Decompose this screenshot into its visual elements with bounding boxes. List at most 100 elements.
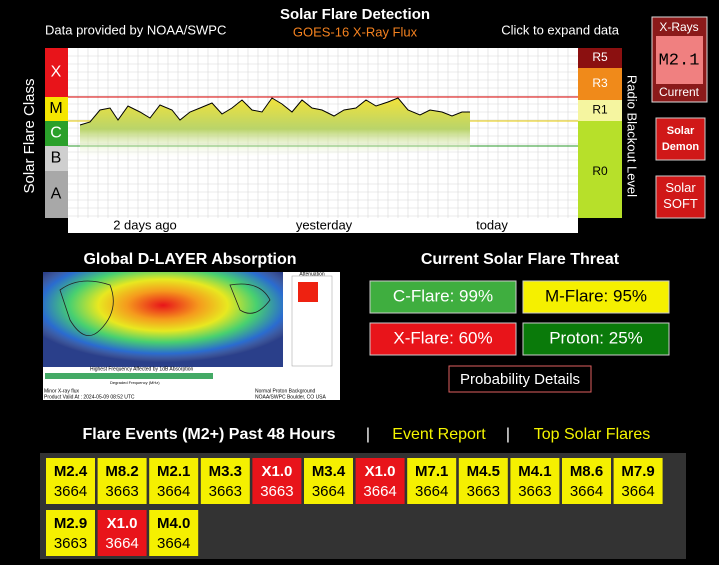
event-region: 3663 — [209, 483, 242, 500]
event-region: 3664 — [54, 483, 87, 500]
event-cell[interactable] — [97, 458, 147, 504]
event-region: 3663 — [518, 483, 551, 500]
event-class: M3.3 — [209, 463, 242, 480]
soft-wrap: Solar SOFT — [663, 180, 698, 211]
event-cell[interactable] — [562, 458, 611, 504]
class-label: B — [51, 150, 62, 167]
class-band — [45, 48, 68, 97]
dlayer-valid: Product Valid At : 2024-05-09 08:52 UTC — [44, 394, 135, 400]
class-label: X — [51, 64, 62, 81]
level-label: R5 — [592, 50, 608, 64]
event-class: M7.1 — [415, 463, 448, 480]
dlayer-proton: Normal Proton Background — [255, 388, 316, 394]
event-region: 3664 — [157, 535, 190, 552]
class-band — [45, 121, 68, 146]
event-class: M4.5 — [467, 463, 500, 480]
event-report-link[interactable]: Event Report — [392, 426, 486, 443]
class-band — [45, 171, 68, 218]
soft-button[interactable] — [655, 175, 706, 219]
current-value: M2.1 — [659, 51, 700, 70]
event-cell[interactable] — [510, 458, 560, 504]
xray-label: X-Rays — [659, 20, 698, 34]
event-cell[interactable] — [407, 458, 457, 504]
event-region: 3663 — [260, 483, 293, 500]
class-label: M — [49, 100, 62, 117]
event-class: X1.0 — [365, 463, 396, 480]
dlayer-credit: NOAA/SWPC Boulder, CO USA — [255, 394, 327, 400]
event-region: 3663 — [54, 535, 87, 552]
event-class: M2.9 — [54, 515, 87, 532]
demon-wrap: Solar Demon — [661, 125, 700, 153]
event-cell[interactable] — [613, 458, 663, 504]
event-cell[interactable] — [97, 510, 147, 556]
hint: Click to expand data — [501, 22, 620, 37]
threat-title: Current Solar Flare Threat — [421, 251, 620, 268]
event-cell[interactable] — [149, 458, 199, 504]
level-label: R0 — [592, 164, 608, 178]
attenuation-bars — [298, 282, 318, 302]
event-region: 3664 — [312, 483, 345, 500]
level-band — [578, 121, 622, 218]
threat-box — [522, 280, 670, 314]
class-label: A — [51, 186, 62, 203]
color-scale — [45, 373, 213, 379]
attenuation-label: Attenuation — [299, 271, 325, 277]
class-label: C — [50, 125, 62, 142]
threat-box — [522, 322, 670, 356]
details-button[interactable] — [448, 365, 592, 393]
event-cell[interactable] — [46, 510, 95, 556]
y-label: Solar Flare Class — [21, 78, 38, 193]
soft-text: Solar SOFT — [663, 180, 698, 211]
event-cell[interactable] — [304, 458, 353, 504]
dlayer-title: Global D-LAYER Absorption — [83, 251, 296, 268]
top-flares-link[interactable]: Top Solar Flares — [534, 426, 651, 443]
flux-line — [79, 97, 470, 126]
events-title: Flare Events (M2+) Past 48 Hours — [83, 426, 336, 443]
event-region: 3664 — [570, 483, 603, 500]
level-band — [578, 68, 622, 100]
threat-text: M-Flare: 95% — [545, 286, 647, 305]
event-region: 3664 — [363, 483, 396, 500]
event-region: 3664 — [157, 483, 190, 500]
x-label: today — [476, 217, 508, 232]
subtitle: GOES-16 X-Ray Flux — [293, 24, 418, 39]
event-class: M4.0 — [157, 515, 190, 532]
event-cell[interactable] — [458, 458, 508, 504]
event-class: M8.2 — [105, 463, 138, 480]
event-class: M3.4 — [312, 463, 346, 480]
event-region: 3664 — [105, 535, 138, 552]
threat-box — [369, 322, 517, 356]
class-band — [45, 97, 68, 121]
current-box — [656, 36, 703, 84]
event-region: 3664 — [415, 483, 448, 500]
class-band — [45, 146, 68, 171]
event-class: M2.1 — [157, 463, 190, 480]
threat-text: C-Flare: 99% — [393, 286, 493, 305]
separator: | — [366, 426, 370, 443]
level-band — [578, 48, 622, 68]
dlayer-flux: Minor X-ray flux — [44, 388, 80, 394]
event-class: M7.9 — [621, 463, 654, 480]
event-cell[interactable] — [149, 510, 199, 556]
event-class: X1.0 — [107, 515, 138, 532]
current-label: Current — [659, 85, 700, 99]
event-cell[interactable] — [252, 458, 302, 504]
event-cell[interactable] — [200, 458, 250, 504]
event-region: 3663 — [467, 483, 500, 500]
event-class: M2.4 — [54, 463, 88, 480]
event-class: X1.0 — [261, 463, 292, 480]
event-cell[interactable] — [46, 458, 95, 504]
threat-text: X-Flare: 60% — [393, 328, 492, 347]
dlayer-legend: Highest Frequency Affected by 1dB Absorp… — [90, 366, 194, 372]
event-cell[interactable] — [355, 458, 405, 504]
x-axis-strip — [68, 218, 578, 233]
xray-widget[interactable]: Solar Flare Detection Data provided by N… — [21, 4, 640, 236]
level-label: R1 — [592, 103, 608, 117]
demon-button[interactable] — [655, 117, 706, 161]
source: Data provided by NOAA/SWPC — [45, 22, 226, 37]
x-label: 2 days ago — [113, 217, 177, 232]
demon-text: Solar Demon — [661, 125, 700, 153]
absorption-field — [43, 272, 283, 367]
coastlines — [59, 280, 271, 337]
